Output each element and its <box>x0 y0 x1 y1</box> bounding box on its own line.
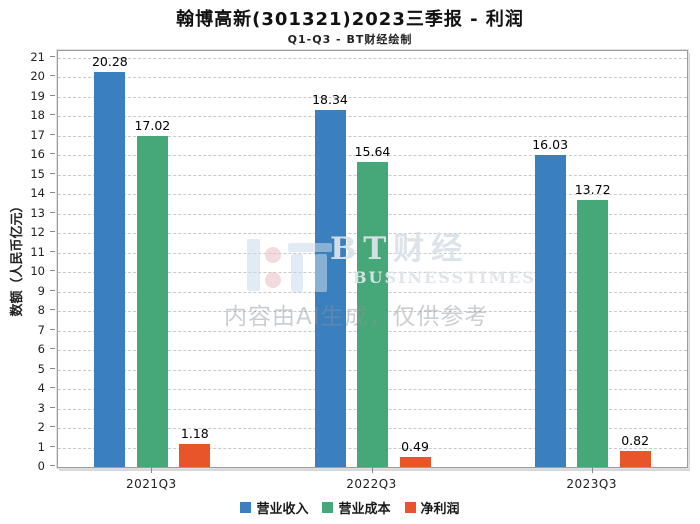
bar-operating-revenue-2022Q3 <box>314 109 346 467</box>
y-tick-mark <box>50 56 55 57</box>
y-tick-mark <box>50 172 55 174</box>
y-tick-label: 8 <box>37 303 45 318</box>
y-tick-mark <box>50 426 55 428</box>
legend-swatch-operating-cost <box>322 502 334 513</box>
gridline <box>58 116 687 118</box>
bar-operating-cost-2022Q3 <box>357 162 388 467</box>
bar-net-profit-2022Q3 <box>399 457 431 467</box>
y-tick-mark <box>50 211 55 213</box>
y-tick-mark <box>50 231 55 233</box>
legend-item-net-profit: 净利润 <box>404 498 460 517</box>
bar-operating-cost-2023Q3 <box>577 199 609 467</box>
y-tick-label: 17 <box>30 127 45 142</box>
bar-value-label: 20.28 <box>91 54 128 70</box>
y-tick-mark <box>50 348 55 350</box>
bar-value-label: 13.72 <box>574 181 611 197</box>
bar-value-label: 16.03 <box>532 136 569 152</box>
y-tick-mark <box>50 114 55 116</box>
bar-value-label: 1.18 <box>180 426 209 442</box>
y-tick-mark <box>50 192 55 194</box>
legend-label-operating-revenue: 营业收入 <box>256 502 309 517</box>
x-axis: 2021Q3 2022Q3 2023Q3 <box>57 467 686 493</box>
y-tick-label: 3 <box>37 400 45 415</box>
y-tick-mark <box>50 465 55 466</box>
gridline <box>58 77 687 79</box>
bar-value-label: 0.49 <box>401 439 429 455</box>
bar-value-label: 18.34 <box>312 91 348 107</box>
y-tick-label: 18 <box>30 108 45 123</box>
y-tick-mark <box>50 133 55 135</box>
y-tick-label: 1 <box>37 439 45 454</box>
bar-value-label: 17.02 <box>134 117 171 133</box>
bar-operating-revenue-2023Q3 <box>534 154 566 467</box>
y-tick-mark <box>50 250 55 252</box>
y-tick-label: 14 <box>30 186 45 201</box>
legend-swatch-operating-revenue <box>240 502 252 513</box>
legend-item-operating-revenue: 营业收入 <box>240 498 308 517</box>
x-tick-label-2022Q3: 2022Q3 <box>346 477 397 491</box>
y-tick-label: 11 <box>30 244 45 259</box>
y-tick-mark <box>50 270 55 272</box>
legend-swatch-net-profit <box>404 502 416 513</box>
legend-label-net-profit: 净利润 <box>420 502 460 517</box>
x-tick-label-2023Q3: 2023Q3 <box>566 477 617 491</box>
watermark-logo-bar <box>247 239 260 291</box>
y-tick-mark <box>50 387 55 389</box>
y-tick-mark <box>50 367 55 369</box>
x-tick-mark <box>151 467 153 473</box>
y-tick-label: 2 <box>37 420 45 435</box>
legend-label-operating-cost: 营业成本 <box>338 502 391 517</box>
bar-operating-cost-2021Q3 <box>136 135 168 467</box>
y-tick-label: 15 <box>30 166 45 181</box>
y-tick-label: 20 <box>30 69 45 84</box>
y-tick-mark <box>50 94 55 96</box>
y-tick-label: 7 <box>37 322 45 337</box>
y-tick-label: 4 <box>37 381 45 396</box>
y-tick-mark <box>50 445 55 447</box>
y-tick-mark <box>50 406 55 408</box>
y-tick-label: 16 <box>30 147 45 162</box>
chart-subtitle: Q1-Q3 - BT财经绘制 <box>287 33 413 46</box>
x-tick-mark <box>591 467 593 473</box>
watermark-logo-dot-top <box>265 247 281 263</box>
y-tick-mark <box>50 328 55 330</box>
legend-item-operating-cost: 营业成本 <box>322 498 391 517</box>
chart-title: 翰博高新(301321)2023三季报 - 利润 <box>176 9 524 30</box>
gridline <box>58 96 687 98</box>
watermark-logo-dot-bottom <box>265 272 281 288</box>
y-tick-label: 12 <box>30 225 45 240</box>
y-tick-mark <box>50 289 55 291</box>
gridline <box>58 135 687 137</box>
bar-value-label: 0.82 <box>621 433 650 449</box>
y-tick-mark <box>50 75 55 77</box>
y-tick-mark <box>50 153 55 155</box>
y-tick-label: 10 <box>30 264 45 279</box>
gridline <box>58 155 687 157</box>
bar-net-profit-2021Q3 <box>179 444 211 467</box>
y-tick-mark <box>50 309 55 311</box>
y-tick-label: 19 <box>30 88 45 103</box>
y-axis: 0 1 2 3 4 5 6 7 8 9 10 11 12 13 14 15 16 17 18 19 20 21 <box>0 50 56 473</box>
gridline <box>58 58 687 59</box>
y-tick-label: 13 <box>30 205 45 220</box>
bar-operating-revenue-2021Q3 <box>94 72 126 467</box>
y-tick-label: 0 <box>37 459 45 473</box>
plot-area: BT财经 BUSINESSTIMES 内容由AI生成，仅供参考 20.28 17.… <box>57 50 688 468</box>
x-tick-label-2021Q3: 2021Q3 <box>126 477 177 491</box>
bar-value-label: 15.64 <box>354 144 391 160</box>
watermark-brand-text: BT财经 <box>330 231 470 267</box>
y-tick-label: 21 <box>30 50 45 64</box>
bar-net-profit-2023Q3 <box>619 451 651 467</box>
y-tick-label: 6 <box>37 342 45 357</box>
y-tick-label: 5 <box>37 361 45 376</box>
legend: 营业收入 营业成本 净利润 <box>0 498 700 517</box>
y-tick-label: 9 <box>37 283 45 298</box>
x-tick-mark <box>371 467 373 473</box>
